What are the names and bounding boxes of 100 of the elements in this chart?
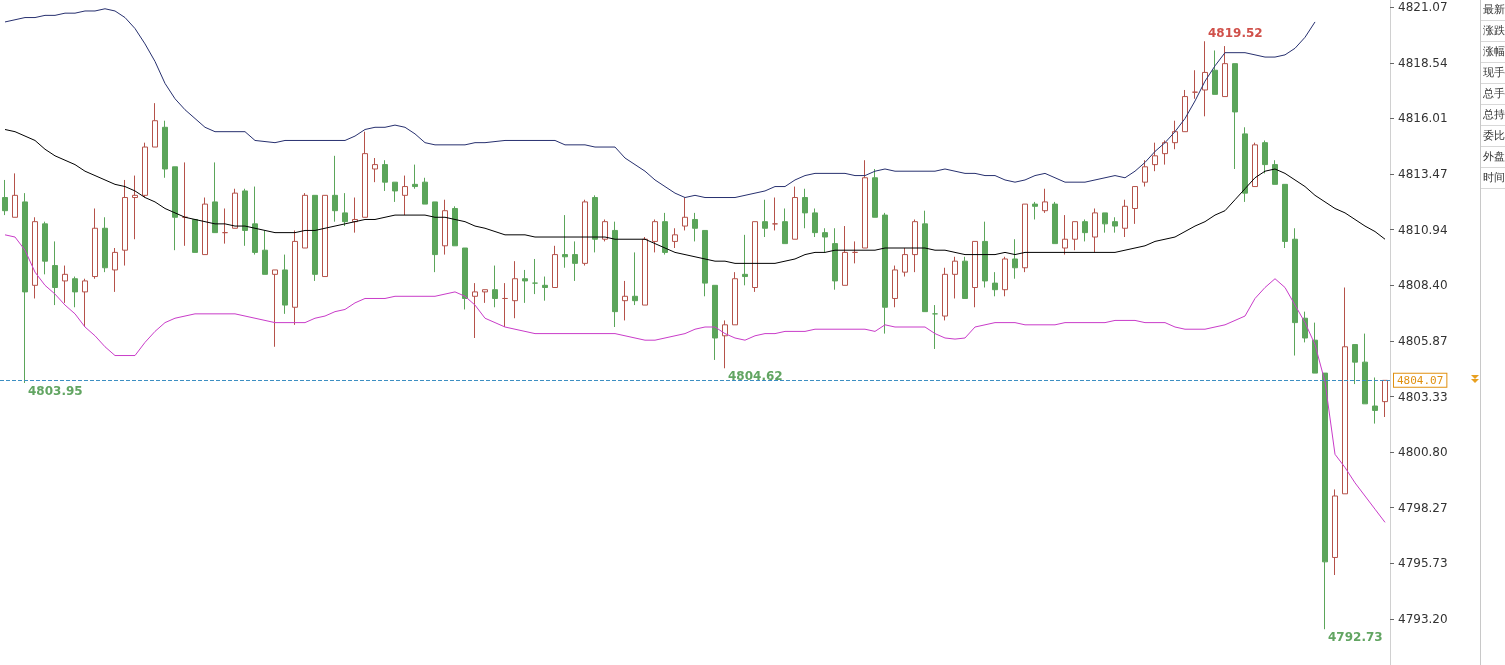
candlestick [42,221,48,275]
candlestick [1032,201,1038,220]
text: 涨跌 [1481,21,1505,42]
candlestick [682,197,688,231]
candlestick [532,258,538,295]
candlestick [32,216,38,299]
candlestick [1042,188,1048,214]
candlestick [432,201,438,273]
candlestick [632,251,638,306]
candlestick [1102,212,1108,234]
candlestick [522,269,528,304]
candlestick [882,212,888,335]
candlestick [862,159,868,249]
text: 外盘 [1481,147,1505,168]
candlestick [762,199,768,238]
y-tick-label: 4810.94 [1398,222,1448,237]
line-series [4,8,1316,199]
candlestick [1182,89,1188,133]
candlestick [222,208,228,245]
candlestick [982,221,988,289]
candlestick [202,197,208,256]
candlestick [572,240,578,282]
annotation: 4792.73 [1328,630,1383,645]
candlestick [442,199,448,256]
candlestick [112,247,118,293]
candlestick [772,197,778,231]
y-tick-label: 4793.20 [1398,611,1448,626]
candlestick [392,181,398,203]
ref-line-label: 4804.07 [1397,373,1444,387]
candlestick [1162,139,1168,166]
candlestick [952,256,958,299]
annotation: 4804.62 [728,369,783,384]
candlestick [332,155,338,223]
y-tick-label: 4818.54 [1398,55,1448,70]
candlestick [212,161,218,234]
candlestick [1262,139,1268,174]
candlestick [502,282,508,328]
candlestick [922,210,928,313]
candlestick [1272,159,1278,185]
candlestick [162,120,168,179]
candlestick [1252,142,1258,188]
candlestick [1122,199,1128,238]
candlestick [1012,238,1018,280]
candlestick [402,175,408,216]
candlestick [192,218,198,253]
candlestick [472,282,478,339]
candlestick [412,164,418,190]
candlestick [702,229,708,297]
y-tick-label: 4795.73 [1398,556,1448,571]
candlestick [602,218,608,242]
candlestick [852,240,858,264]
candlestick [312,194,318,282]
line-series [4,234,1386,523]
candlestick [22,192,28,384]
candlestick [1202,40,1208,117]
candlestick [2,179,8,216]
candlestick [562,214,568,269]
candlestick [462,247,468,310]
candlestick [1022,203,1028,273]
text: 最新 [1481,0,1505,21]
candlestick [902,247,908,278]
candlestick [1242,126,1248,203]
candlestick [1062,214,1068,256]
candlestick [1372,376,1378,425]
candlestick [662,212,668,256]
candlestick [1092,208,1098,253]
text: 现手 [1481,63,1505,84]
candlestick [592,194,598,253]
candlestick [1322,372,1328,630]
y-tick-label: 4813.47 [1398,167,1448,182]
candlestick [122,179,128,267]
candlestick [382,159,388,192]
candlestick [582,199,588,267]
candlestick [712,284,718,361]
candlestick [1142,159,1148,188]
candlestick [1342,287,1348,495]
candlestick [512,260,518,319]
candlestick [1172,120,1178,150]
text: 时间 [1481,168,1505,189]
candlestick [1282,183,1288,249]
candlestick [822,227,828,253]
candlestick [672,227,678,249]
candlestick [132,175,138,240]
candlestick [282,254,288,315]
candlestick [1222,45,1228,98]
candlestick [242,188,248,247]
text: 总持 [1481,105,1505,126]
candlestick [172,166,178,251]
text: 委比 [1481,126,1505,147]
candlestick [1112,216,1118,234]
candlestick [542,276,548,302]
candlestick [322,194,328,278]
candlestick [1002,256,1008,297]
y-tick-label: 4803.33 [1398,389,1448,404]
candlestick [962,256,968,299]
candlestick [942,267,948,321]
candlestick [102,216,108,273]
candlestick [362,131,368,218]
candlestick [142,142,148,199]
candlestick [52,240,58,306]
